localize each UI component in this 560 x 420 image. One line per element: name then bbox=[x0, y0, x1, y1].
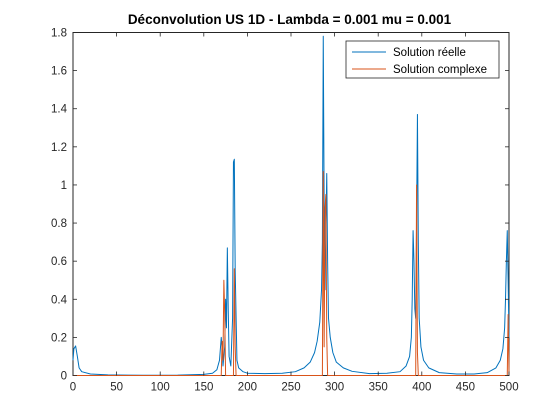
x-tick-label: 450 bbox=[456, 382, 475, 394]
y-tick-label: 0.8 bbox=[51, 218, 67, 230]
x-tick-label: 50 bbox=[110, 382, 123, 394]
x-tick-label: 400 bbox=[412, 382, 431, 394]
x-tick-label: 200 bbox=[238, 382, 257, 394]
x-tick-label: 300 bbox=[325, 382, 344, 394]
chart-title: Déconvolution US 1D - Lambda = 0.001 mu … bbox=[128, 12, 452, 27]
x-tick-label: 100 bbox=[151, 382, 170, 394]
y-tick-label: 0.6 bbox=[51, 256, 67, 268]
axes-frame bbox=[72, 32, 510, 376]
series-layer bbox=[72, 35, 510, 376]
y-tick-label: 0.2 bbox=[51, 332, 67, 344]
legend-box bbox=[345, 40, 500, 79]
y-tick-label: 1.4 bbox=[51, 104, 68, 116]
x-tick-label: 350 bbox=[369, 382, 388, 394]
y-tick-label: 1 bbox=[61, 180, 67, 192]
tick-layer: 0 50 100 150 200 250 300 350 400 450 500 0 0.2 0.4 0.6… bbox=[51, 28, 519, 394]
x-tick-label: 0 bbox=[70, 382, 76, 394]
legend-label-solution-reelle: Solution réelle bbox=[393, 47, 466, 59]
y-tick-label: 1.6 bbox=[51, 66, 67, 78]
y-tick-label: 0.4 bbox=[51, 294, 68, 306]
y-tick-label: 1.2 bbox=[51, 142, 67, 154]
x-tick-label: 250 bbox=[281, 382, 300, 394]
series-line-solution-reelle bbox=[72, 35, 510, 376]
series-line-solution-complexe bbox=[73, 171, 510, 376]
x-tick-label: 500 bbox=[499, 382, 518, 394]
y-tick-label: 0 bbox=[61, 371, 67, 383]
legend: Solution réelle Solution complexe bbox=[345, 40, 500, 79]
legend-label-solution-complexe: Solution complexe bbox=[393, 64, 487, 76]
y-tick-label: 1.8 bbox=[51, 28, 67, 40]
x-tick-label: 150 bbox=[194, 382, 213, 394]
